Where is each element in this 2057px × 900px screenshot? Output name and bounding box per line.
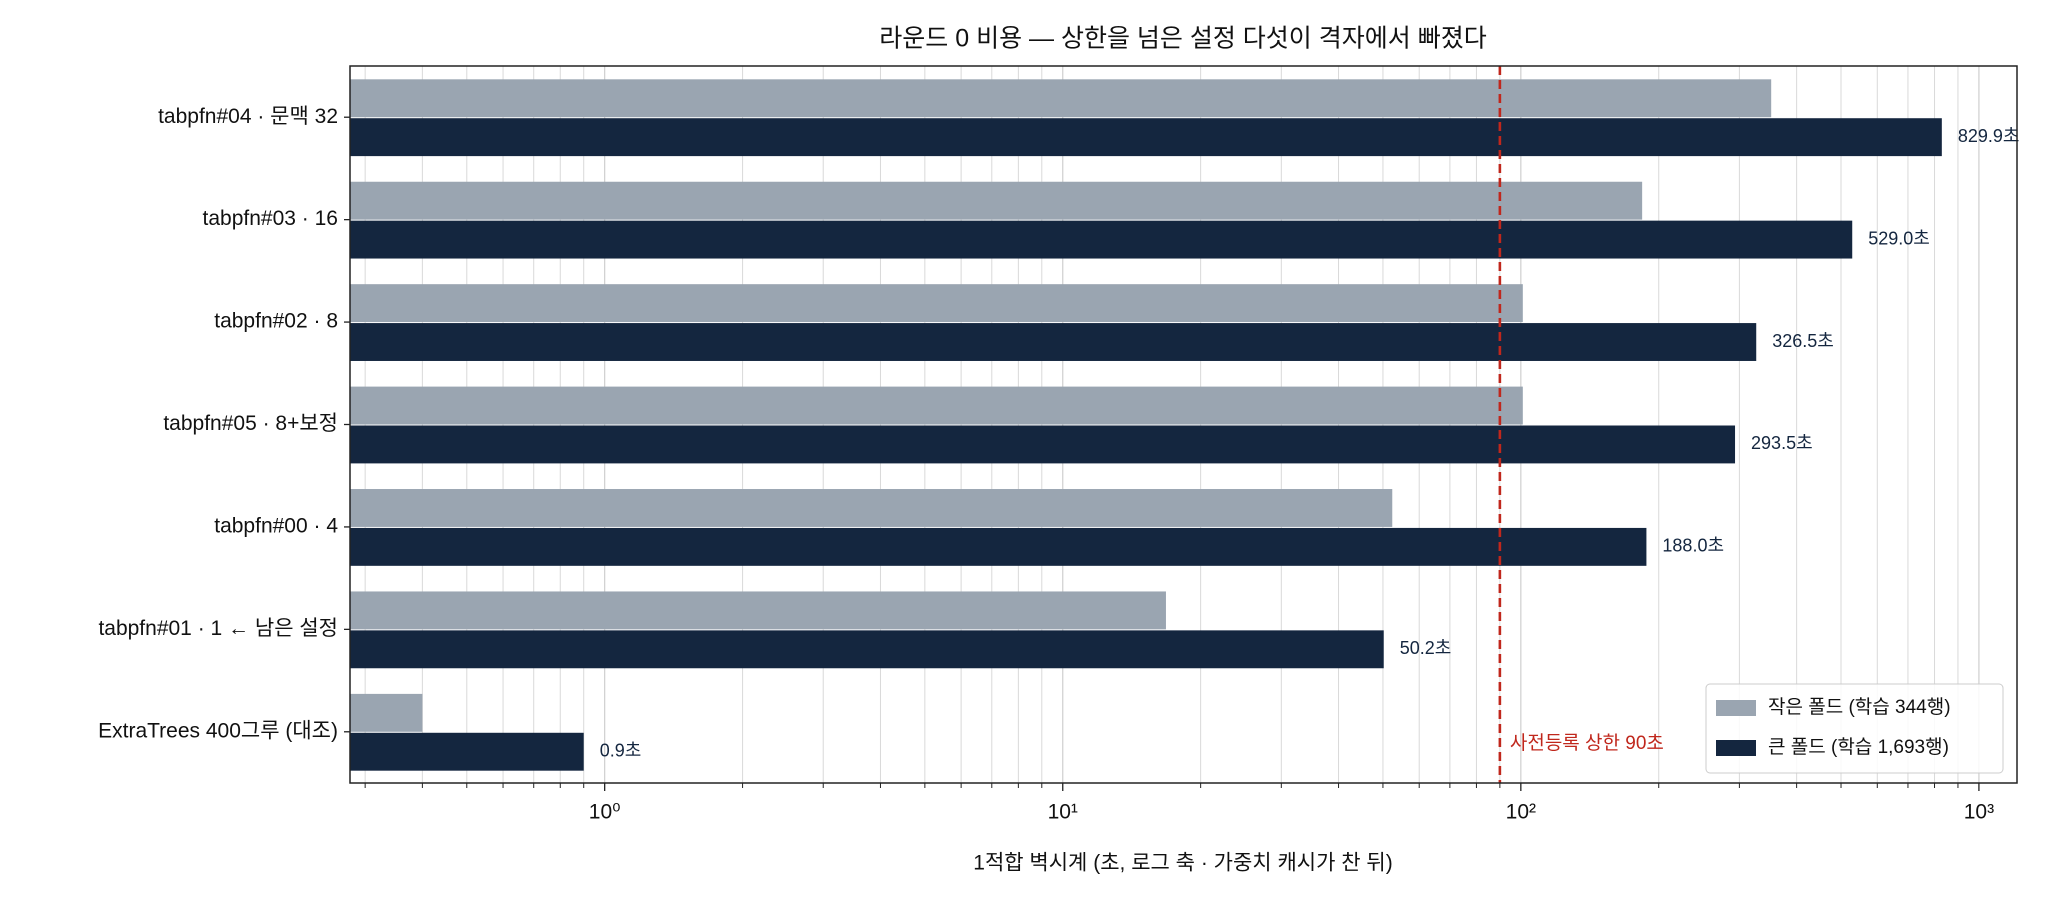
legend-swatch (1716, 700, 1756, 716)
x-axis-label: 1적합 벽시계 (초, 로그 축 · 가중치 캐시가 찬 뒤) (973, 852, 1392, 875)
y-tick-label: tabpfn#03 · 16 (203, 207, 338, 230)
y-tick-label: tabpfn#05 · 8+보정 (163, 412, 338, 435)
value-label: 188.0초 (1662, 536, 1724, 556)
y-tick-label: tabpfn#00 · 4 (214, 514, 338, 537)
bar (350, 118, 1942, 157)
x-tick-label: 10¹ (1048, 801, 1078, 824)
legend-swatch (1716, 740, 1756, 756)
value-label: 326.5초 (1772, 331, 1834, 351)
y-tick-label: ExtraTrees 400그루 (대조) (98, 719, 338, 742)
value-label: 529.0초 (1868, 228, 1930, 248)
y-tick-label: tabpfn#02 · 8 (214, 310, 338, 333)
bar (350, 489, 1393, 527)
bar (350, 220, 1853, 259)
bar (350, 527, 1647, 566)
plot-frame (349, 65, 2018, 784)
legend-box (1705, 683, 2004, 774)
bar (350, 591, 1166, 630)
bar (350, 693, 423, 732)
value-label: 293.5초 (1751, 433, 1813, 453)
x-tick-label: 10⁰ (589, 801, 621, 824)
bar (350, 181, 1643, 220)
bar (350, 386, 1523, 425)
bar (350, 732, 584, 771)
legend-label: 큰 폴드 (학습 1,693행) (1768, 736, 1949, 758)
bar (350, 79, 1772, 118)
value-label: 50.2초 (1400, 638, 1452, 658)
bar (350, 323, 1757, 361)
y-tick-label: tabpfn#04 · 문맥 32 (158, 105, 338, 128)
bar (350, 284, 1523, 323)
value-label: 0.9초 (600, 740, 642, 760)
value-label: 829.9초 (1958, 126, 2020, 146)
threshold-label: 사전등록 상한 90초 (1510, 732, 1664, 754)
y-tick-label: tabpfn#01 · 1 ← 남은 설정 (98, 617, 338, 640)
x-tick-label: 10³ (1964, 801, 1994, 824)
x-tick-label: 10² (1506, 801, 1536, 824)
chart-title: 라운드 0 비용 — 상한을 넘은 설정 다섯이 격자에서 빠졌다 (879, 25, 1486, 53)
bar (350, 630, 1384, 669)
legend-label: 작은 폴드 (학습 344행) (1768, 696, 1951, 718)
bar (350, 425, 1736, 464)
